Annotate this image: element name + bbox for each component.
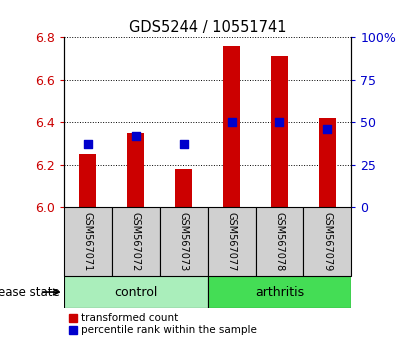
Bar [303, 207, 351, 276]
Bar [79, 154, 96, 207]
Bar [64, 207, 112, 276]
Point [132, 133, 139, 138]
Bar [112, 207, 159, 276]
Title: GDS5244 / 10551741: GDS5244 / 10551741 [129, 19, 286, 35]
Text: GSM567071: GSM567071 [83, 212, 92, 271]
Text: arthritis: arthritis [255, 286, 304, 298]
Text: GSM567077: GSM567077 [226, 212, 236, 271]
Bar [271, 56, 288, 207]
Text: GSM567073: GSM567073 [179, 212, 189, 271]
Bar [175, 169, 192, 207]
Text: disease state: disease state [0, 286, 60, 298]
Bar [208, 207, 256, 276]
Legend: transformed count, percentile rank within the sample: transformed count, percentile rank withi… [69, 313, 257, 335]
Bar [64, 276, 208, 308]
Point [324, 126, 331, 132]
Bar [223, 46, 240, 207]
Bar [319, 118, 336, 207]
Text: GSM567079: GSM567079 [323, 212, 332, 271]
Point [180, 141, 187, 147]
Bar [256, 207, 303, 276]
Bar [127, 133, 144, 207]
Text: control: control [114, 286, 157, 298]
Point [276, 119, 283, 125]
Point [228, 119, 235, 125]
Point [84, 141, 91, 147]
Text: GSM567078: GSM567078 [275, 212, 284, 271]
Bar [208, 276, 351, 308]
Text: GSM567072: GSM567072 [131, 212, 141, 271]
Bar [159, 207, 208, 276]
